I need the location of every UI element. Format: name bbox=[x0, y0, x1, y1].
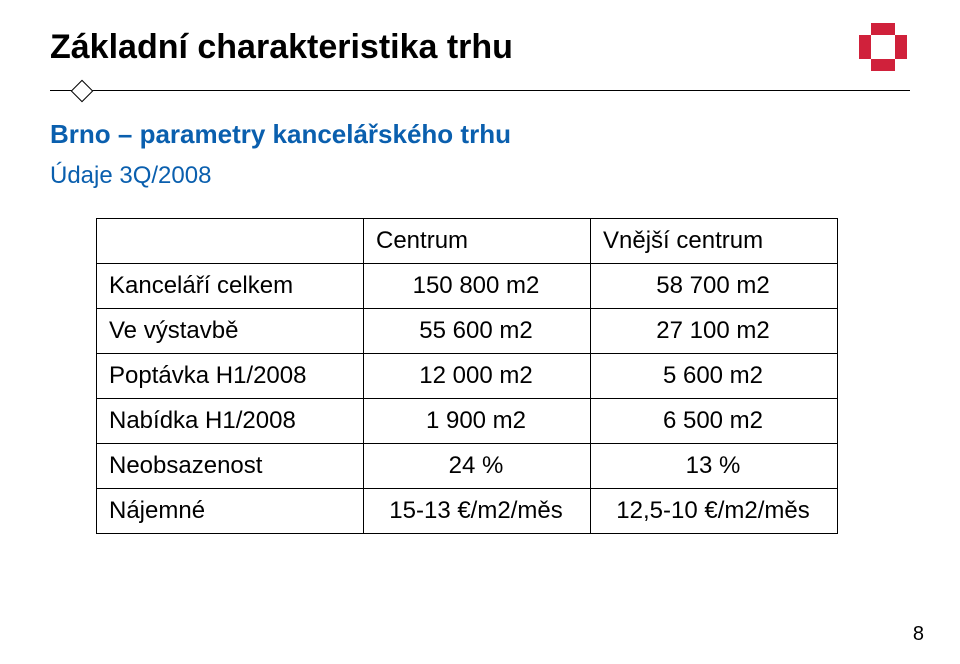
table-row: Neobsazenost 24 % 13 % bbox=[97, 444, 838, 489]
row-val-b: 27 100 m2 bbox=[591, 309, 838, 354]
row-val-a: 55 600 m2 bbox=[364, 309, 591, 354]
row-val-b: 6 500 m2 bbox=[591, 399, 838, 444]
row-label: Neobsazenost bbox=[97, 444, 364, 489]
table-row: Poptávka H1/2008 12 000 m2 5 600 m2 bbox=[97, 354, 838, 399]
row-val-b: 12,5-10 €/m2/měs bbox=[591, 489, 838, 534]
row-val-a: 24 % bbox=[364, 444, 591, 489]
header-col-b: Vnější centrum bbox=[591, 219, 838, 264]
row-val-a: 150 800 m2 bbox=[364, 264, 591, 309]
divider-diamond-icon bbox=[71, 80, 94, 103]
row-val-b: 5 600 m2 bbox=[591, 354, 838, 399]
header-col-a: Centrum bbox=[364, 219, 591, 264]
row-val-b: 13 % bbox=[591, 444, 838, 489]
row-val-a: 1 900 m2 bbox=[364, 399, 591, 444]
subtitle: Brno – parametry kancelářského trhu bbox=[50, 119, 910, 150]
row-val-b: 58 700 m2 bbox=[591, 264, 838, 309]
brand-logo-icon bbox=[854, 18, 912, 76]
table-row: Kanceláří celkem 150 800 m2 58 700 m2 bbox=[97, 264, 838, 309]
row-label: Nájemné bbox=[97, 489, 364, 534]
row-label: Nabídka H1/2008 bbox=[97, 399, 364, 444]
row-label: Ve výstavbě bbox=[97, 309, 364, 354]
divider-line bbox=[50, 90, 910, 91]
table-row: Nabídka H1/2008 1 900 m2 6 500 m2 bbox=[97, 399, 838, 444]
row-label: Poptávka H1/2008 bbox=[97, 354, 364, 399]
table-row: Nájemné 15-13 €/m2/měs 12,5-10 €/m2/měs bbox=[97, 489, 838, 534]
table-header-row: Centrum Vnější centrum bbox=[97, 219, 838, 264]
data-period-label: Údaje 3Q/2008 bbox=[50, 162, 910, 190]
page-title: Základní charakteristika trhu bbox=[50, 28, 910, 67]
row-val-a: 15-13 €/m2/měs bbox=[364, 489, 591, 534]
market-params-table: Centrum Vnější centrum Kanceláří celkem … bbox=[96, 218, 838, 534]
row-val-a: 12 000 m2 bbox=[364, 354, 591, 399]
table-row: Ve výstavbě 55 600 m2 27 100 m2 bbox=[97, 309, 838, 354]
title-divider bbox=[50, 81, 910, 101]
header-empty bbox=[97, 219, 364, 264]
row-label: Kanceláří celkem bbox=[97, 264, 364, 309]
page-number: 8 bbox=[913, 623, 924, 646]
